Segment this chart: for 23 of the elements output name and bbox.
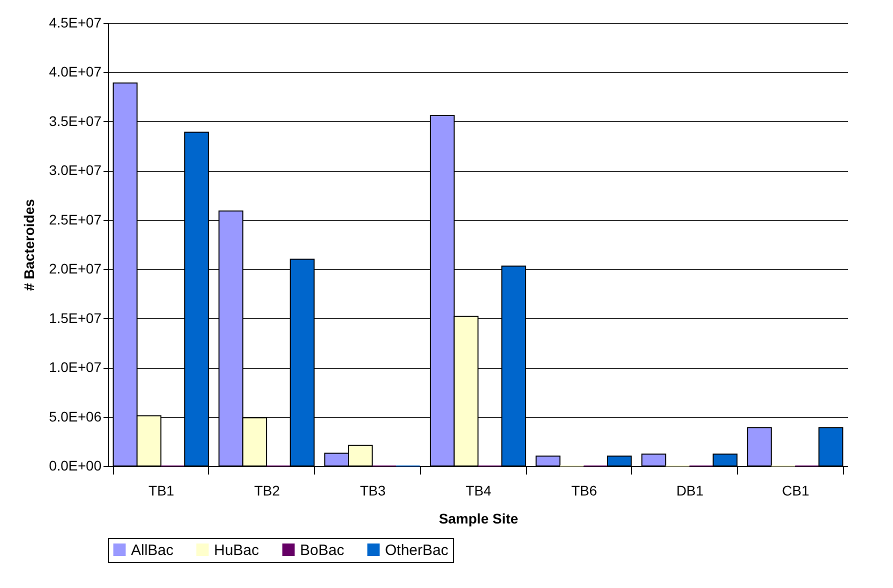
- y-tick-label: 0.0E+00: [48, 458, 102, 474]
- y-axis-title: # Bacteroides: [20, 198, 37, 291]
- x-tick-label: TB1: [148, 482, 174, 498]
- y-tick-label: 1.0E+07: [48, 359, 102, 376]
- x-tick-label: TB4: [466, 482, 492, 498]
- legend-label: HuBac: [214, 542, 260, 559]
- y-tick-label: 4.0E+07: [48, 64, 102, 80]
- y-tick-label: 1.5E+07: [48, 310, 102, 326]
- x-tick-label: TB3: [360, 482, 386, 498]
- y-tick-label: 5.0E+06: [48, 408, 102, 424]
- y-tick-label: 3.0E+07: [48, 162, 102, 178]
- x-tick-label: TB2: [254, 482, 280, 498]
- y-tick-label: 4.5E+07: [48, 14, 102, 30]
- y-tick-label: 3.5E+07: [48, 112, 102, 129]
- legend-label: AllBac: [131, 542, 174, 559]
- legend-label: OtherBac: [385, 542, 449, 559]
- x-tick-label: CB1: [782, 482, 810, 498]
- x-tick-label: TB6: [571, 482, 598, 498]
- x-tick-label: DB1: [676, 482, 704, 498]
- y-tick-label: 2.5E+07: [48, 211, 102, 228]
- y-tick-label: 2.0E+07: [48, 260, 102, 277]
- legend-label: BoBac: [300, 542, 345, 559]
- x-axis-title: Sample Site: [438, 510, 518, 526]
